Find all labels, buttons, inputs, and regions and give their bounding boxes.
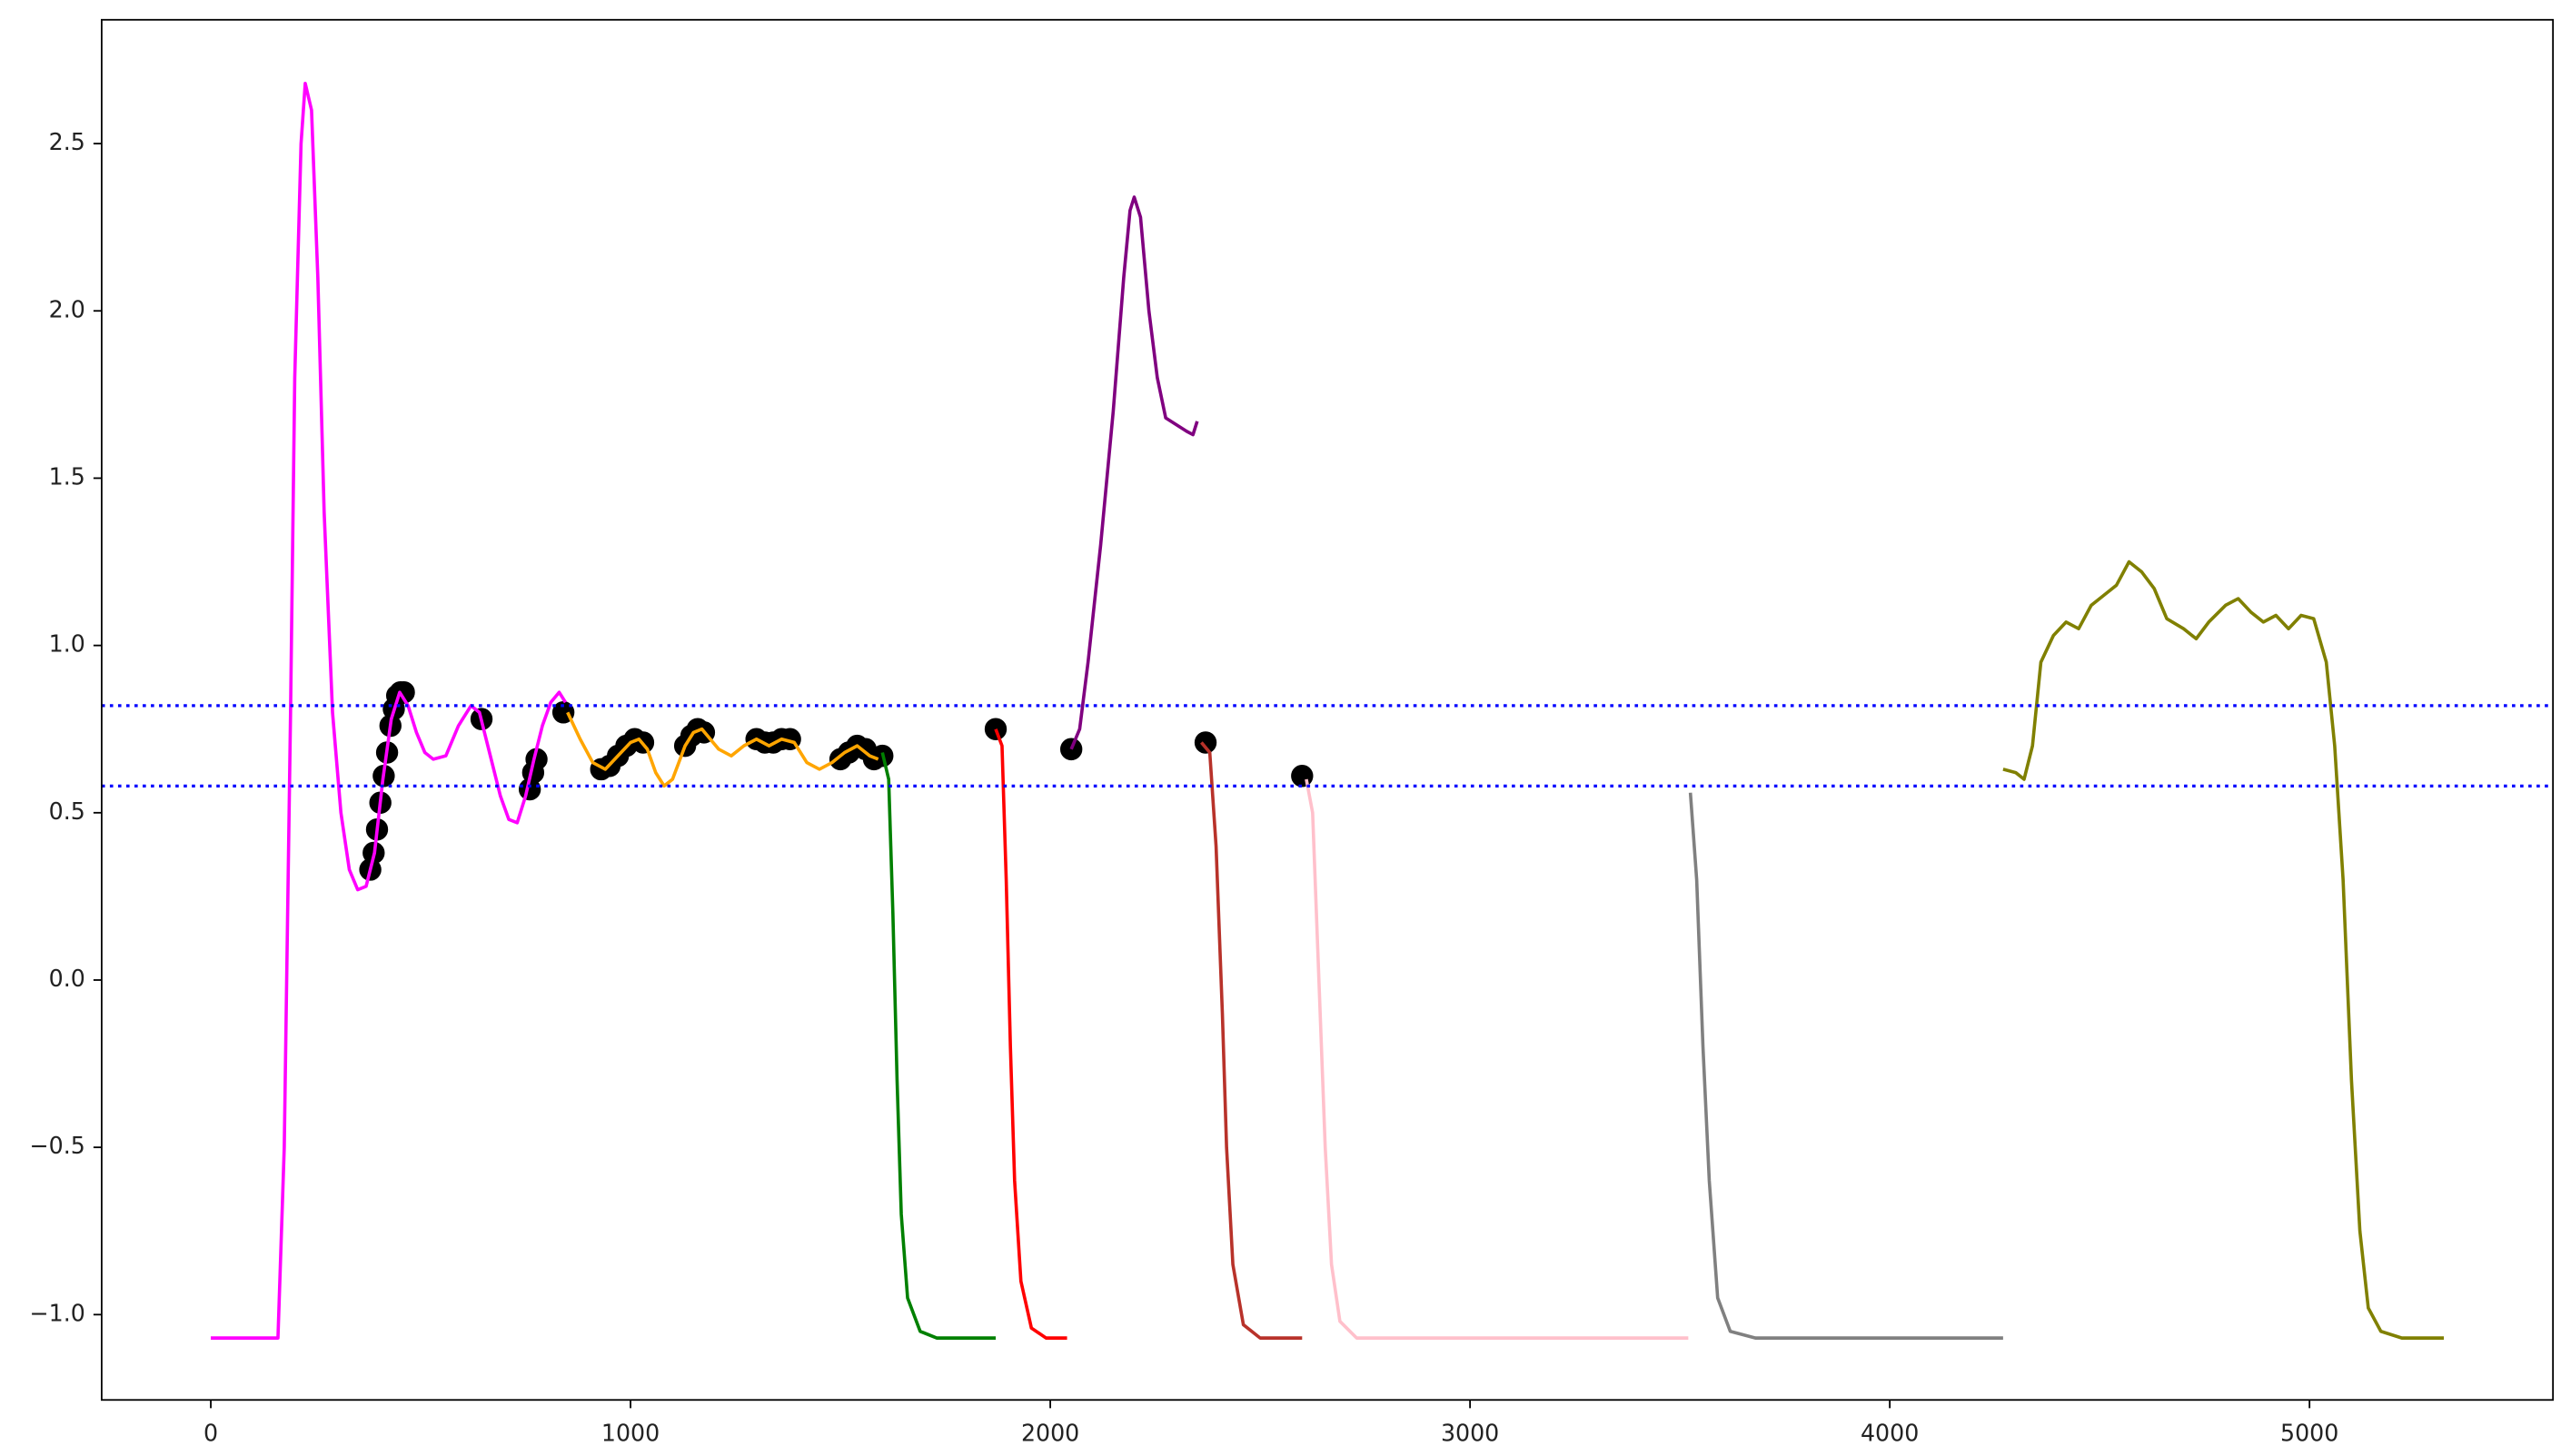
line (1688, 792, 2003, 1340)
line (566, 711, 879, 788)
line (2002, 560, 2445, 1340)
marker (1291, 765, 1314, 787)
x-tick-label: 3000 (1441, 1419, 1499, 1446)
x-tick-label: 5000 (2280, 1419, 2338, 1446)
line (1069, 195, 1199, 750)
y-tick-label: −1.0 (30, 1299, 85, 1326)
marker (1060, 738, 1083, 761)
line (1305, 778, 1689, 1340)
y-tick-label: 2.5 (49, 128, 85, 155)
line (211, 81, 567, 1340)
y-tick-label: −0.5 (30, 1132, 85, 1159)
axes-frame (100, 18, 2555, 1402)
y-tick-label: 1.0 (49, 630, 85, 658)
line (1200, 741, 1303, 1340)
y-tick-label: 0.5 (49, 797, 85, 825)
x-tick-label: 2000 (1021, 1419, 1079, 1446)
y-tick-label: 0.0 (49, 965, 85, 992)
y-tick-label: 1.5 (49, 462, 85, 490)
marker (1194, 731, 1217, 754)
line (994, 728, 1067, 1340)
x-tick-label: 0 (203, 1419, 218, 1446)
x-tick-label: 4000 (1861, 1419, 1919, 1446)
line (880, 752, 997, 1340)
y-tick-label: 2.0 (49, 295, 85, 322)
x-tick-label: 1000 (601, 1419, 660, 1446)
marker (984, 718, 1008, 740)
